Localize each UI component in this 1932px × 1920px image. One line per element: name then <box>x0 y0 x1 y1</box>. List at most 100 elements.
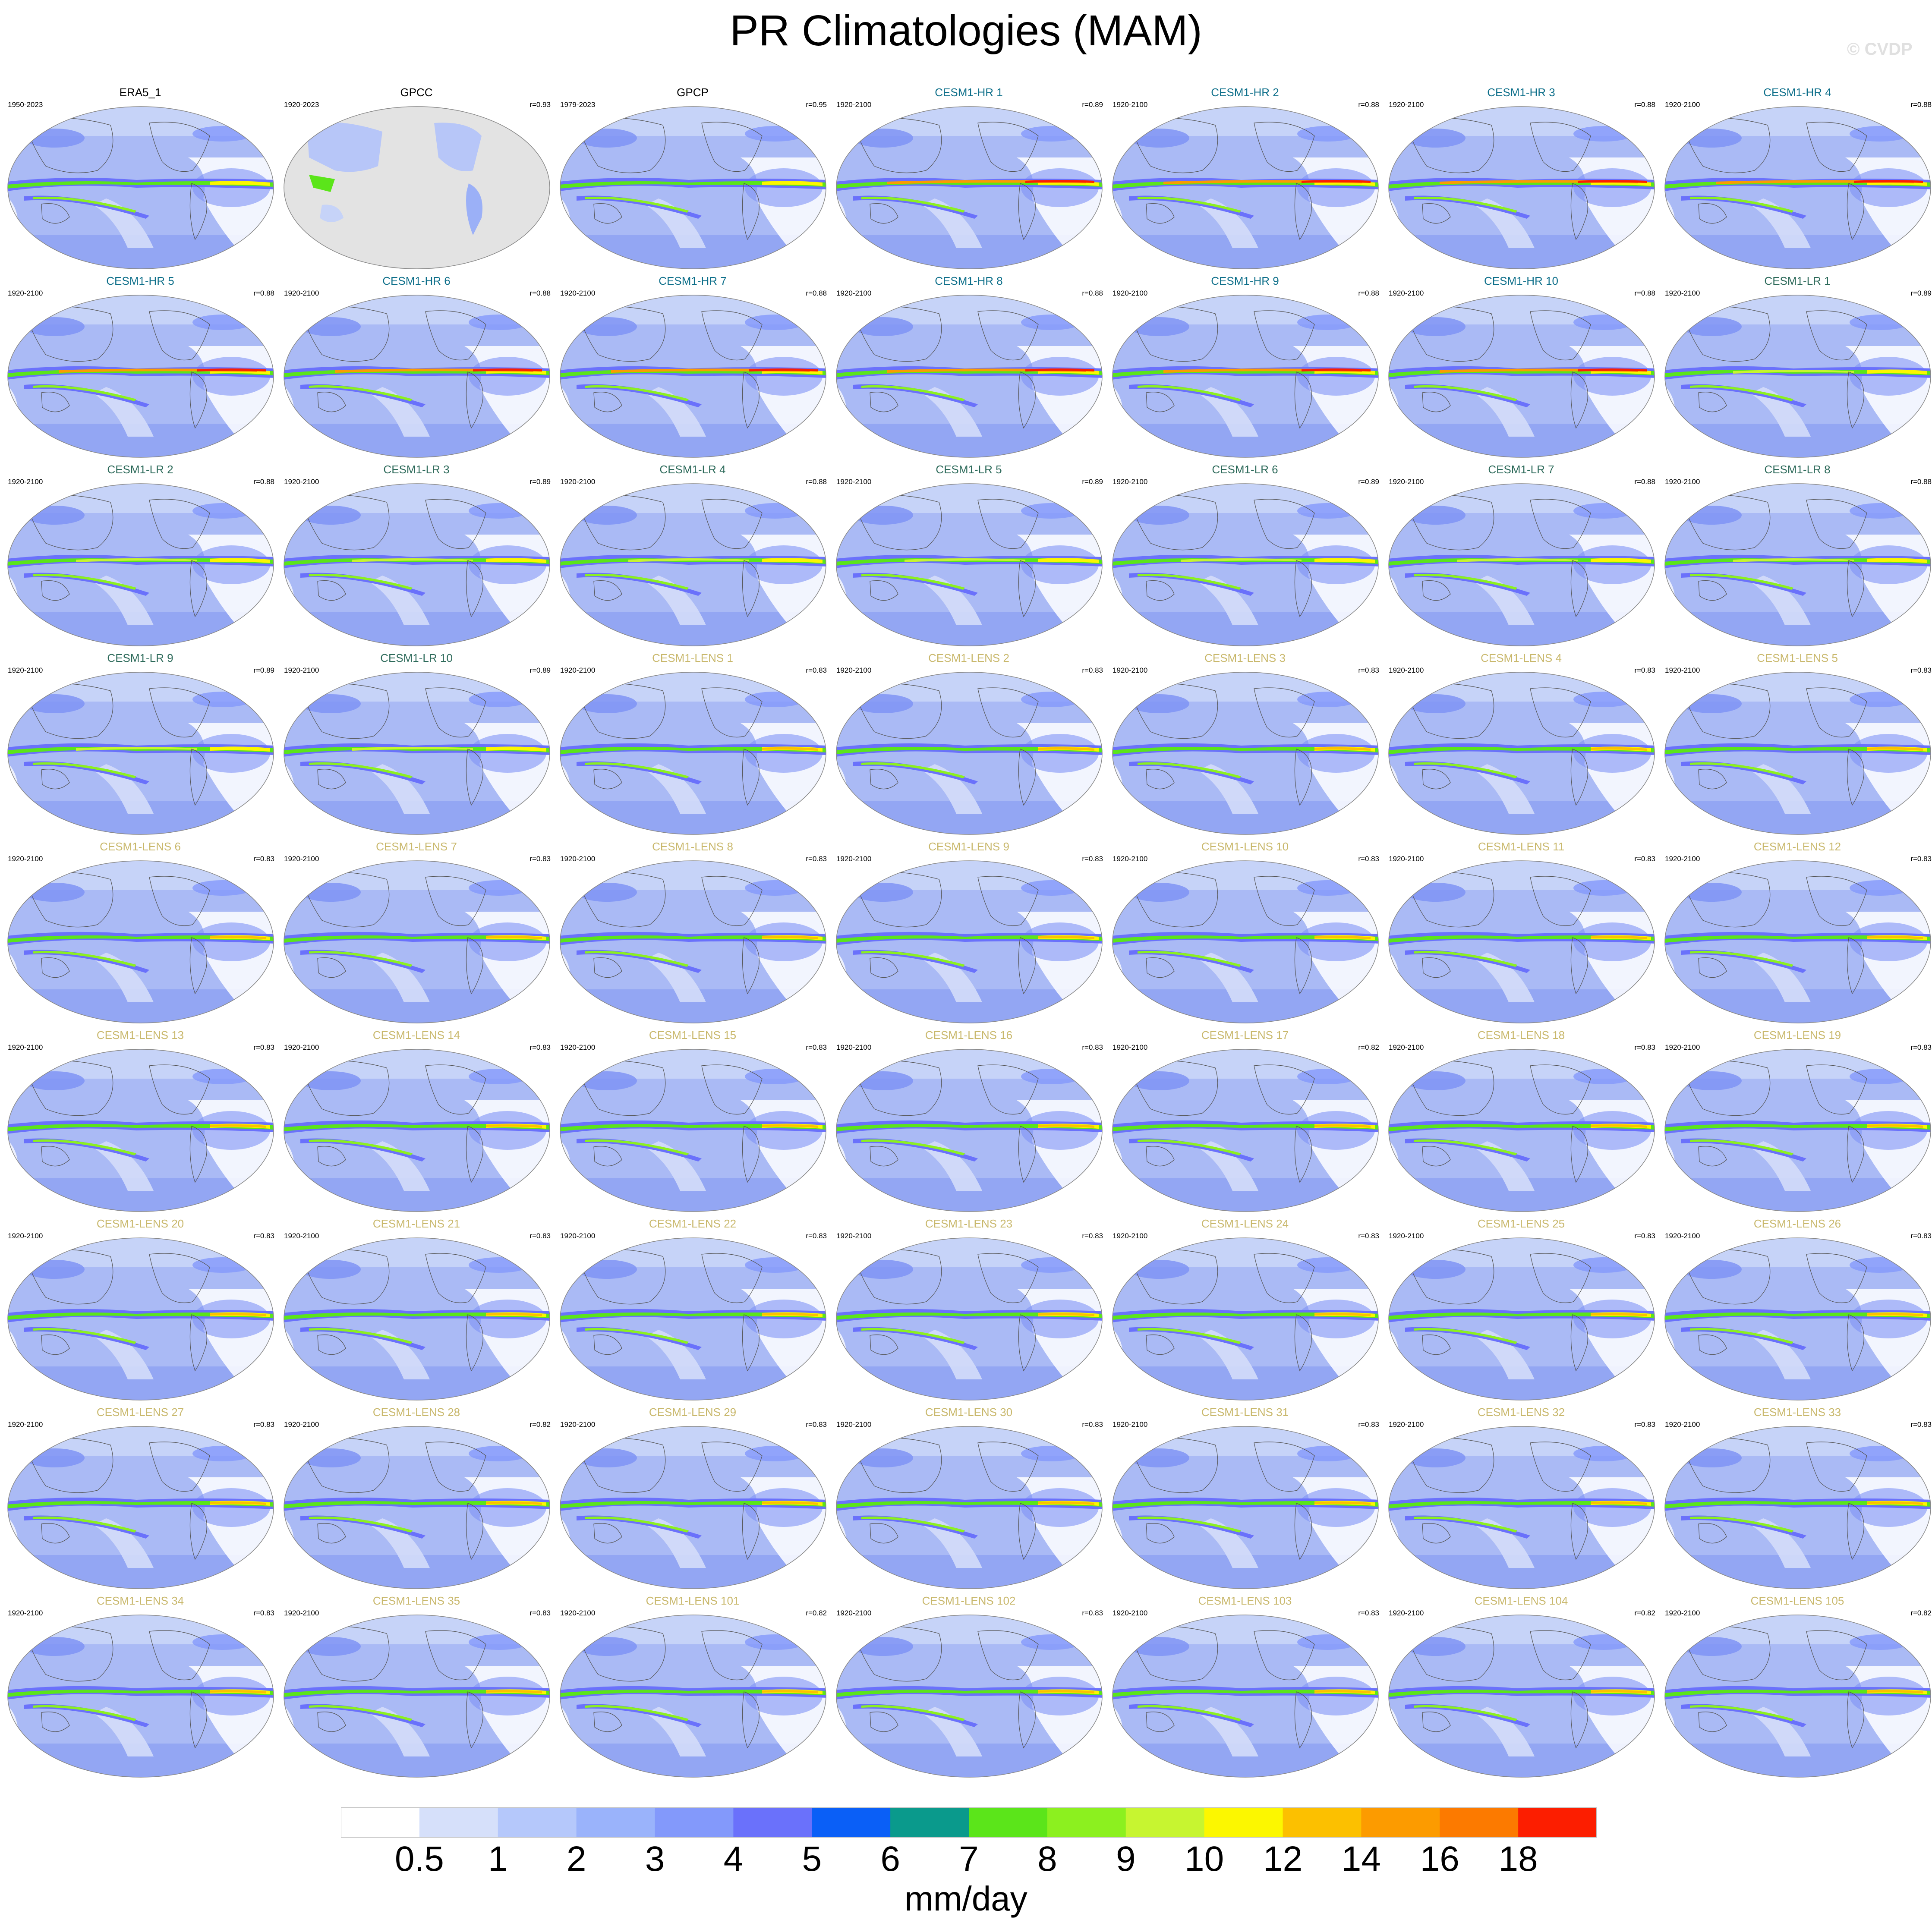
world-map <box>835 1048 1103 1212</box>
panel-title: CESM1-LENS 27 <box>4 1406 276 1419</box>
storm-track-atlantic <box>1850 880 1910 896</box>
panel-map: CESM1-LENS 9 1920-2100 r=0.83 <box>833 838 1105 1026</box>
panel-map: CESM1-LENS 28 1920-2100 r=0.82 <box>281 1404 552 1592</box>
colorbar-tick-label: 4 <box>724 1839 744 1879</box>
panel-map: CESM1-HR 9 1920-2100 r=0.88 <box>1109 273 1381 460</box>
world-map <box>835 106 1103 270</box>
panel-title: CESM1-LENS 26 <box>1661 1217 1932 1231</box>
panel-map: CESM1-LENS 20 1920-2100 r=0.83 <box>4 1215 276 1403</box>
colorbar-tick-label: 2 <box>567 1839 586 1879</box>
panel-map: GPCC 1920-2023 r=0.93 <box>281 84 552 272</box>
colorbar-segment <box>1518 1807 1597 1838</box>
world-map <box>559 106 827 270</box>
panel-map: GPCP 1979-2023 r=0.95 <box>557 84 829 272</box>
storm-track-atlantic <box>1573 126 1634 142</box>
panel-title: CESM1-LENS 20 <box>4 1217 276 1231</box>
panel-title: CESM1-LENS 6 <box>4 840 276 853</box>
panel-map: CESM1-LR 6 1920-2100 r=0.89 <box>1109 461 1381 649</box>
storm-track-atlantic <box>745 1446 805 1461</box>
panel-map: CESM1-LENS 16 1920-2100 r=0.83 <box>833 1027 1105 1215</box>
world-map <box>1388 1237 1655 1401</box>
world-map <box>559 1237 827 1401</box>
world-map <box>7 483 274 647</box>
storm-track-atlantic <box>1850 1069 1910 1084</box>
panel-map: CESM1-LENS 7 1920-2100 r=0.83 <box>281 838 552 1026</box>
panel-map: CESM1-HR 3 1920-2100 r=0.88 <box>1385 84 1657 272</box>
panel-map: CESM1-HR 10 1920-2100 r=0.88 <box>1385 273 1657 460</box>
panel-title: CESM1-LENS 2 <box>833 652 1105 665</box>
panel-map: CESM1-LENS 4 1920-2100 r=0.83 <box>1385 650 1657 837</box>
panel-title: CESM1-LENS 35 <box>281 1594 552 1608</box>
storm-track-atlantic <box>745 503 805 519</box>
panel-map: CESM1-LENS 104 1920-2100 r=0.82 <box>1385 1593 1657 1780</box>
panel-title: CESM1-LENS 15 <box>557 1029 829 1042</box>
panel-title: CESM1-LENS 104 <box>1385 1594 1657 1608</box>
panel-map: CESM1-HR 7 1920-2100 r=0.88 <box>557 273 829 460</box>
world-map <box>1112 860 1379 1024</box>
world-map <box>1664 1237 1932 1401</box>
panel-map: CESM1-LENS 34 1920-2100 r=0.83 <box>4 1593 276 1780</box>
panel-title: CESM1-HR 1 <box>833 86 1105 99</box>
colorbar-tick-label: 14 <box>1342 1839 1381 1879</box>
storm-track-atlantic <box>1850 126 1910 142</box>
world-map <box>835 1237 1103 1401</box>
colorbar-segment <box>498 1807 577 1838</box>
panel-map: CESM1-LENS 12 1920-2100 r=0.83 <box>1661 838 1932 1026</box>
colorbar-segment <box>812 1807 890 1838</box>
colorbar-segment <box>1126 1807 1204 1838</box>
world-map <box>283 860 551 1024</box>
panel-map: CESM1-LENS 3 1920-2100 r=0.83 <box>1109 650 1381 837</box>
panel-map: CESM1-LENS 13 1920-2100 r=0.83 <box>4 1027 276 1215</box>
world-map <box>1388 1426 1655 1590</box>
panel-map: CESM1-LR 2 1920-2100 r=0.88 <box>4 461 276 649</box>
world-map <box>1388 860 1655 1024</box>
storm-track-atlantic <box>745 880 805 896</box>
panel-map: CESM1-LENS 26 1920-2100 r=0.83 <box>1661 1215 1932 1403</box>
storm-track-atlantic <box>1850 1446 1910 1461</box>
storm-track-atlantic <box>1850 692 1910 707</box>
storm-track-atlantic <box>469 503 529 519</box>
storm-track-atlantic <box>192 1446 253 1461</box>
world-map <box>1112 1048 1379 1212</box>
panel-title: CESM1-HR 7 <box>557 274 829 288</box>
world-map <box>1112 106 1379 270</box>
storm-track-atlantic <box>192 126 253 142</box>
panel-title: CESM1-LENS 19 <box>1661 1029 1932 1042</box>
panel-map: CESM1-LENS 1 1920-2100 r=0.83 <box>557 650 829 837</box>
storm-track-atlantic <box>745 315 805 330</box>
colorbar-segment <box>1440 1807 1518 1838</box>
world-map <box>7 1614 274 1778</box>
storm-track-atlantic <box>745 1257 805 1273</box>
panel-map: CESM1-LR 10 1920-2100 r=0.89 <box>281 650 552 837</box>
panel-map: CESM1-LENS 21 1920-2100 r=0.83 <box>281 1215 552 1403</box>
panel-map: CESM1-HR 5 1920-2100 r=0.88 <box>4 273 276 460</box>
storm-track-atlantic <box>1021 1069 1081 1084</box>
panel-title: CESM1-LENS 30 <box>833 1406 1105 1419</box>
colorbar-tick-label: 6 <box>880 1839 900 1879</box>
world-map <box>1664 1426 1932 1590</box>
storm-track-atlantic <box>1021 1446 1081 1461</box>
colorbar-tick-label: 8 <box>1037 1839 1057 1879</box>
panel-title: CESM1-LENS 11 <box>1385 840 1657 853</box>
storm-track-atlantic <box>1573 503 1634 519</box>
colorbar-tick-label: 0.5 <box>395 1839 444 1879</box>
panel-title: CESM1-LENS 32 <box>1385 1406 1657 1419</box>
panel-title: CESM1-LENS 10 <box>1109 840 1381 853</box>
world-map <box>1112 483 1379 647</box>
panel-map: CESM1-HR 6 1920-2100 r=0.88 <box>281 273 552 460</box>
panel-title: CESM1-LENS 105 <box>1661 1594 1932 1608</box>
panel-map: CESM1-LENS 11 1920-2100 r=0.83 <box>1385 838 1657 1026</box>
panel-map: CESM1-LENS 15 1920-2100 r=0.83 <box>557 1027 829 1215</box>
world-map <box>7 294 274 458</box>
world-map <box>559 294 827 458</box>
storm-track-atlantic <box>1021 126 1081 142</box>
storm-track-atlantic <box>1021 503 1081 519</box>
storm-track-atlantic <box>1297 1257 1358 1273</box>
panel-map: CESM1-LENS 25 1920-2100 r=0.83 <box>1385 1215 1657 1403</box>
storm-track-atlantic <box>1573 315 1634 330</box>
world-map <box>835 1614 1103 1778</box>
world-map <box>1112 1614 1379 1778</box>
storm-track-atlantic <box>1297 1446 1358 1461</box>
cvdp-credit: © CVDP <box>1847 40 1913 59</box>
panel-title: CESM1-LENS 18 <box>1385 1029 1657 1042</box>
